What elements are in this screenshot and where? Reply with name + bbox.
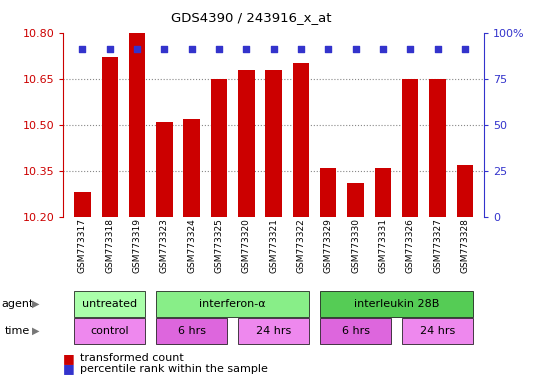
Text: interferon-α: interferon-α [199, 299, 266, 309]
Point [460, 46, 469, 52]
Bar [430, 79, 446, 217]
Bar [129, 33, 145, 217]
Bar [348, 183, 364, 217]
Text: control: control [90, 326, 129, 336]
Point [187, 46, 196, 52]
Point [105, 46, 114, 52]
Text: 24 hrs: 24 hrs [420, 326, 455, 336]
Point [214, 46, 223, 52]
Point [378, 46, 387, 52]
Bar [102, 57, 118, 217]
Bar [266, 70, 282, 217]
Bar [74, 192, 91, 217]
Bar [211, 79, 227, 217]
Bar [184, 119, 200, 217]
Point [270, 46, 278, 52]
Text: agent: agent [1, 299, 34, 309]
Text: interleukin 28B: interleukin 28B [354, 299, 439, 309]
Text: 6 hrs: 6 hrs [178, 326, 206, 336]
Point [160, 46, 169, 52]
Bar [320, 168, 337, 217]
Text: ▶: ▶ [32, 326, 40, 336]
Bar [293, 63, 309, 217]
Point [133, 46, 141, 52]
Point [433, 46, 442, 52]
Text: ■: ■ [63, 362, 75, 376]
Text: ■: ■ [63, 352, 75, 365]
Point [296, 46, 305, 52]
Text: 6 hrs: 6 hrs [342, 326, 370, 336]
Bar [375, 168, 391, 217]
Text: transformed count: transformed count [80, 353, 184, 363]
Point [324, 46, 333, 52]
Point [78, 46, 87, 52]
Text: ▶: ▶ [32, 299, 40, 309]
Text: untreated: untreated [82, 299, 138, 309]
Point [242, 46, 251, 52]
Point [351, 46, 360, 52]
Bar [238, 70, 255, 217]
Bar [456, 165, 473, 217]
Bar [402, 79, 419, 217]
Text: time: time [4, 326, 30, 336]
Text: percentile rank within the sample: percentile rank within the sample [80, 364, 268, 374]
Bar [156, 122, 173, 217]
Text: GDS4390 / 243916_x_at: GDS4390 / 243916_x_at [172, 12, 332, 25]
Text: 24 hrs: 24 hrs [256, 326, 292, 336]
Point [406, 46, 415, 52]
